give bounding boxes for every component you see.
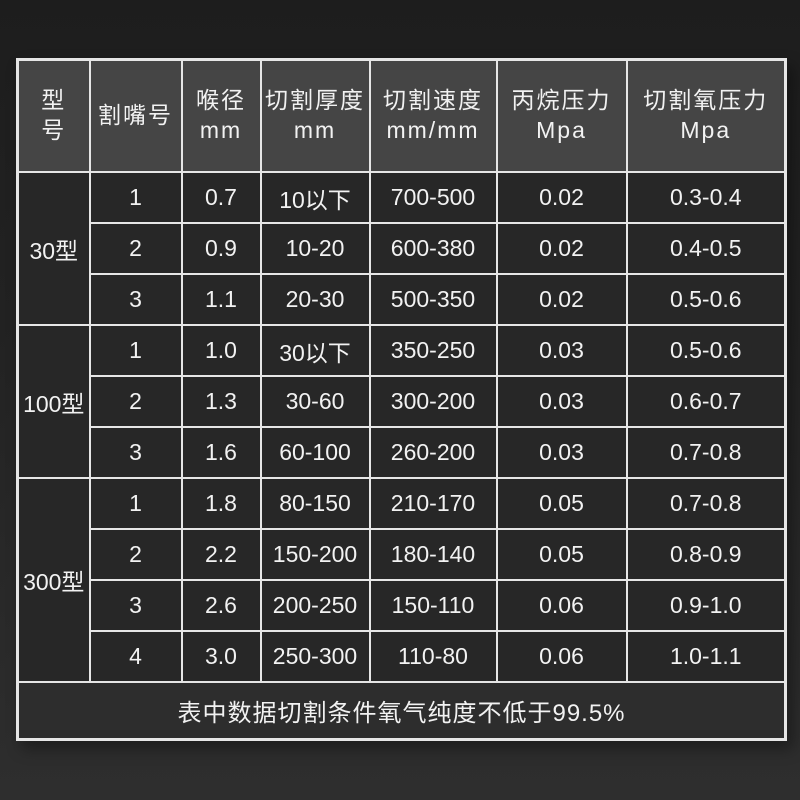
cell-speed: 300-200: [368, 375, 498, 428]
cell-throat: 2.2: [180, 528, 262, 581]
cell-oxygen: 0.4-0.5: [625, 222, 787, 275]
table-row: 4 3.0 250-300 110-80 0.06 1.0-1.1: [18, 630, 787, 683]
cell-speed: 600-380: [368, 222, 498, 275]
cell-throat: 1.3: [180, 375, 262, 428]
cell-throat: 1.0: [180, 324, 262, 377]
cell-propane: 0.03: [495, 324, 628, 377]
cell-oxygen: 0.6-0.7: [625, 375, 787, 428]
cell-propane: 0.02: [495, 222, 628, 275]
cell-nozzle: 3: [88, 426, 183, 479]
cell-thickness: 60-100: [259, 426, 371, 479]
oxygen-purity-note: 表中数据切割条件氧气纯度不低于99.5%: [16, 681, 787, 741]
cell-oxygen: 0.7-0.8: [625, 426, 787, 479]
table-row: 300型 1 1.8 80-150 210-170 0.05 0.7-0.8: [16, 477, 787, 683]
header-model: 型 号: [16, 58, 91, 173]
cell-oxygen: 0.5-0.6: [625, 273, 787, 326]
header-cutting-thickness: 切割厚度 mm: [259, 58, 371, 173]
table-row: 3 2.6 200-250 150-110 0.06 0.9-1.0: [18, 579, 787, 632]
cell-speed: 700-500: [368, 171, 498, 224]
table-row: 2 2.2 150-200 180-140 0.05 0.8-0.9: [18, 528, 787, 581]
table-row: 3 1.6 60-100 260-200 0.03 0.7-0.8: [18, 426, 787, 479]
cell-speed: 350-250: [368, 324, 498, 377]
cell-propane: 0.03: [495, 426, 628, 479]
cell-oxygen: 0.7-0.8: [625, 477, 787, 530]
cell-speed: 110-80: [368, 630, 498, 683]
cell-nozzle: 2: [88, 528, 183, 581]
cell-propane: 0.03: [495, 375, 628, 428]
cell-thickness: 200-250: [259, 579, 371, 632]
cell-oxygen: 0.9-1.0: [625, 579, 787, 632]
table-row: 30型 1 0.7 10以下 700-500 0.02 0.3-0.4: [16, 171, 787, 326]
cell-speed: 210-170: [368, 477, 498, 530]
model-group-100: 100型: [16, 324, 91, 479]
cell-speed: 260-200: [368, 426, 498, 479]
cell-thickness: 30-60: [259, 375, 371, 428]
cell-nozzle: 1: [88, 324, 183, 377]
cell-thickness: 20-30: [259, 273, 371, 326]
cell-throat: 1.8: [180, 477, 262, 530]
table-header-row: 型 号 割嘴号 喉径 mm 切割厚度 mm 切割速度 mm/mm 丙烷压力 Mp…: [16, 58, 787, 173]
cell-nozzle: 4: [88, 630, 183, 683]
cell-nozzle: 2: [88, 375, 183, 428]
cell-throat: 0.9: [180, 222, 262, 275]
cell-thickness: 30以下: [259, 324, 371, 377]
header-nozzle-number: 割嘴号: [88, 58, 183, 173]
header-cutting-oxygen-pressure: 切割氧压力 Mpa: [625, 58, 787, 173]
header-model-line2: 号: [41, 117, 67, 143]
cell-throat: 0.7: [180, 171, 262, 224]
model-group-30: 30型: [16, 171, 91, 326]
cell-thickness: 10-20: [259, 222, 371, 275]
cell-thickness: 150-200: [259, 528, 371, 581]
cell-speed: 500-350: [368, 273, 498, 326]
cell-propane: 0.05: [495, 477, 628, 530]
cell-propane: 0.02: [495, 171, 628, 224]
cell-oxygen: 0.8-0.9: [625, 528, 787, 581]
cell-throat: 1.1: [180, 273, 262, 326]
cell-throat: 2.6: [180, 579, 262, 632]
cell-propane: 0.05: [495, 528, 628, 581]
header-model-line1: 型: [41, 87, 67, 114]
cell-thickness: 80-150: [259, 477, 371, 530]
cell-thickness: 10以下: [259, 171, 371, 224]
cell-propane: 0.06: [495, 630, 628, 683]
cell-nozzle: 3: [88, 273, 183, 326]
table-footer-row: 表中数据切割条件氧气纯度不低于99.5%: [16, 681, 787, 741]
table-row: 2 0.9 10-20 600-380 0.02 0.4-0.5: [18, 222, 787, 275]
cell-speed: 150-110: [368, 579, 498, 632]
cell-propane: 0.06: [495, 579, 628, 632]
cell-nozzle: 1: [88, 477, 183, 530]
cell-propane: 0.02: [495, 273, 628, 326]
cell-oxygen: 1.0-1.1: [625, 630, 787, 683]
model-group-300: 300型: [16, 477, 91, 683]
header-throat-diameter: 喉径 mm: [180, 58, 262, 173]
cell-throat: 1.6: [180, 426, 262, 479]
cell-nozzle: 1: [88, 171, 183, 224]
cutting-spec-table: 型 号 割嘴号 喉径 mm 切割厚度 mm 切割速度 mm/mm 丙烷压力 Mp…: [16, 58, 787, 741]
header-cutting-speed: 切割速度 mm/mm: [368, 58, 498, 173]
cell-throat: 3.0: [180, 630, 262, 683]
cell-thickness: 250-300: [259, 630, 371, 683]
cell-oxygen: 0.5-0.6: [625, 324, 787, 377]
table-row: 100型 1 1.0 30以下 350-250 0.03 0.5-0.6: [16, 324, 787, 479]
cell-speed: 180-140: [368, 528, 498, 581]
table-row: 3 1.1 20-30 500-350 0.02 0.5-0.6: [18, 273, 787, 326]
header-propane-pressure: 丙烷压力 Mpa: [495, 58, 628, 173]
cell-nozzle: 2: [88, 222, 183, 275]
cell-oxygen: 0.3-0.4: [625, 171, 787, 224]
cell-nozzle: 3: [88, 579, 183, 632]
table-row: 2 1.3 30-60 300-200 0.03 0.6-0.7: [18, 375, 787, 428]
